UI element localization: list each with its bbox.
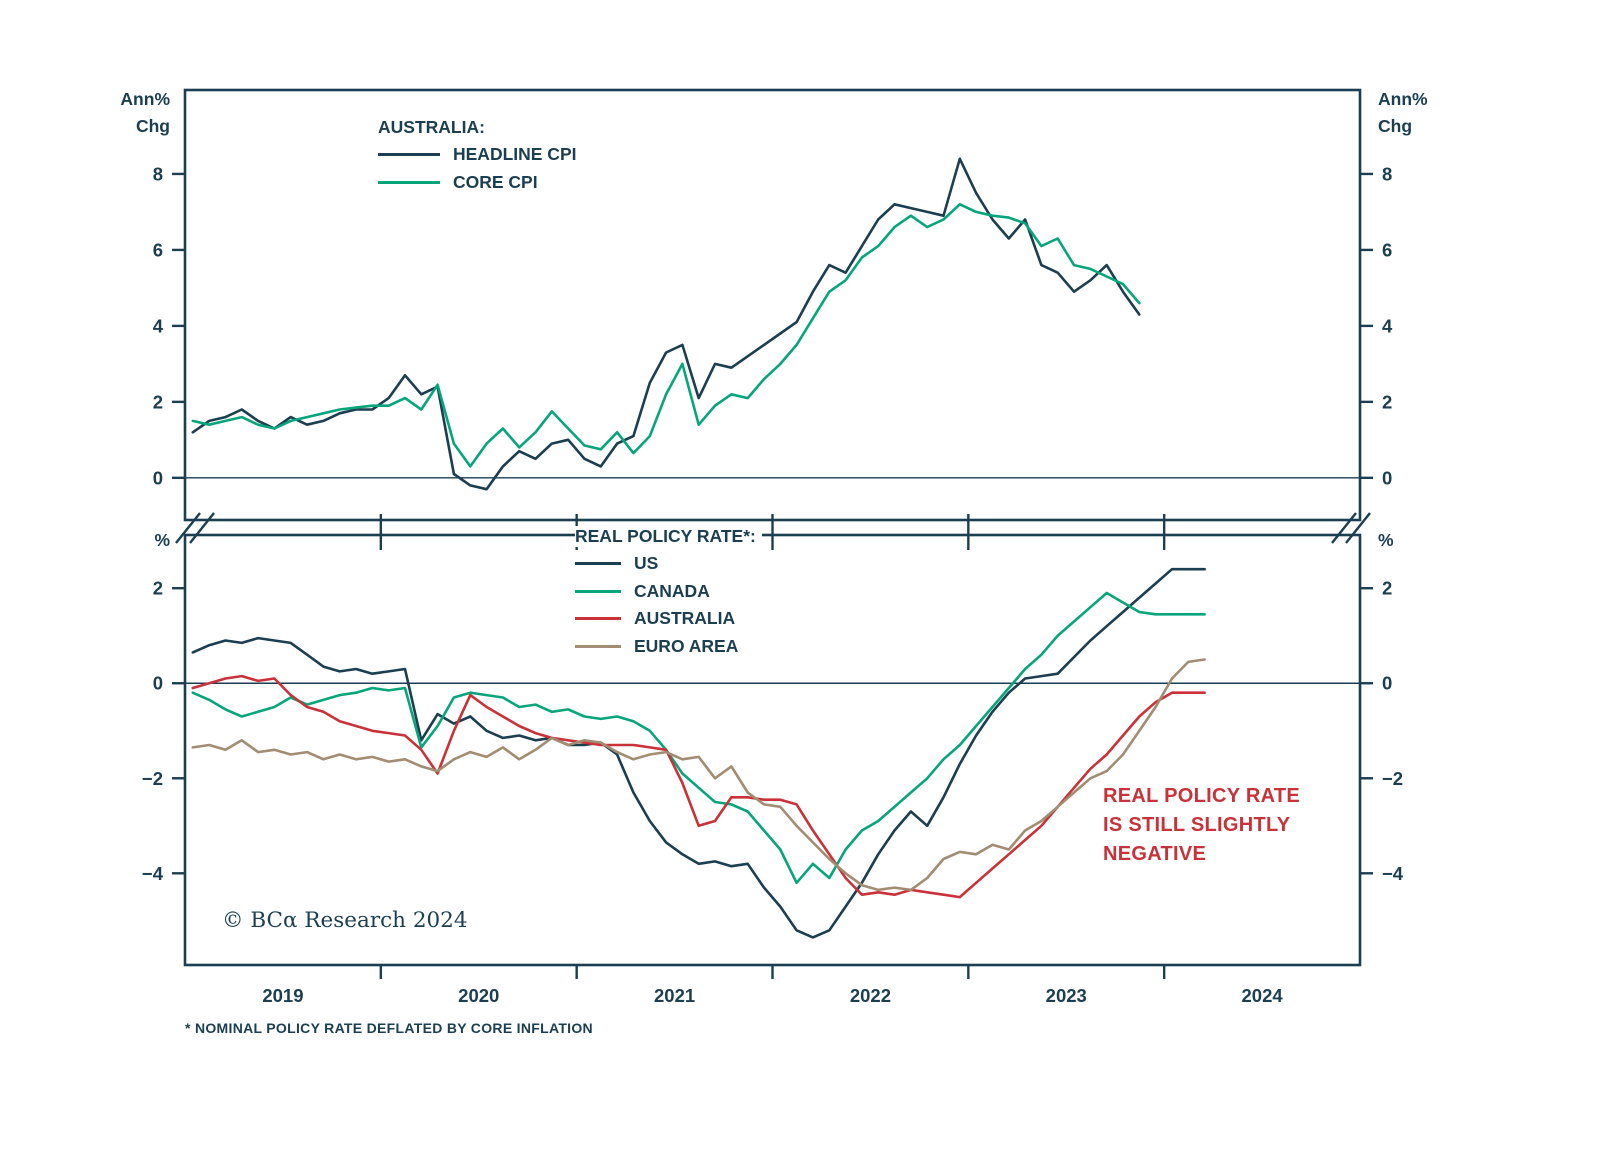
- y-tick-label: 4: [153, 315, 164, 336]
- y-tick-label: −4: [1382, 863, 1404, 884]
- legend-label: CORE CPI: [453, 171, 538, 192]
- y-tick-label: 2: [1382, 391, 1392, 412]
- y-tick-label: 6: [1382, 239, 1392, 260]
- panel-frame: [183, 533, 1362, 967]
- legend-label: US: [634, 553, 659, 574]
- axis-break-mark: [175, 512, 201, 544]
- legend-line-swatch: [575, 644, 621, 648]
- y-axis-unit-line1: Ann%: [1378, 89, 1428, 109]
- annotation-line: REAL POLICY RATE: [1103, 785, 1301, 807]
- footnote-deflator-note: * NOMINAL POLICY RATE DEFLATED BY CORE I…: [185, 1020, 593, 1036]
- legend-bottom-panel: REAL POLICY RATE*: US CANADA AUSTRALIA EURO…: [575, 526, 762, 660]
- y-tick-label: 2: [153, 578, 163, 599]
- annotation-real-policy-rate-negative: REAL POLICY RATE IS STILL SLIGHTLY NEGAT…: [1103, 782, 1300, 869]
- x-tick-label: 2020: [458, 985, 499, 1006]
- series-line-australia: [191, 674, 1206, 899]
- y-tick-label: −4: [142, 863, 164, 884]
- axis-break-mark: [189, 512, 215, 544]
- legend-item-us: US: [575, 550, 762, 578]
- y-axis-unit-line1: Ann%: [120, 89, 170, 109]
- series-line-canada: [191, 591, 1206, 885]
- y-tick-label: 2: [153, 391, 163, 412]
- y-tick-label: 0: [1382, 673, 1392, 694]
- legend-item-canada: CANADA: [575, 578, 762, 606]
- frame-layer: [175, 88, 1371, 967]
- y-tick-label: 2: [1382, 578, 1392, 599]
- series-line-us: [191, 567, 1206, 939]
- x-tick-label: 2022: [850, 985, 891, 1006]
- legend-line-swatch: [575, 589, 621, 593]
- legend-line-swatch: [378, 153, 440, 157]
- y-axis-unit-line2: Chg: [135, 116, 170, 136]
- y-tick-label: 0: [153, 467, 163, 488]
- legend-title-real-policy-rate: REAL POLICY RATE*:: [575, 526, 762, 547]
- y-tick-label: 8: [153, 163, 163, 184]
- x-tick-label: 2024: [1242, 985, 1284, 1006]
- legend-line-swatch: [575, 617, 621, 621]
- y-tick-label: 8: [1382, 163, 1392, 184]
- axis-break-mark: [1345, 512, 1371, 544]
- panel-frame: [183, 88, 1362, 522]
- axis-layer: 0 0 2 2 4 4 6 6 8 8 −4 −4 −2 −2 0 0 2 2 2019 2020 2021 2022 20…: [142, 163, 1404, 1006]
- legend-label: AUSTRALIA: [634, 608, 736, 629]
- legend-item-core-cpi: CORE CPI: [378, 169, 576, 197]
- legend-label: CANADA: [634, 580, 710, 601]
- x-tick-label: 2019: [262, 985, 303, 1006]
- legend-top-panel: AUSTRALIA: HEADLINE CPI CORE CPI: [378, 117, 576, 196]
- x-tick-label: 2021: [654, 985, 695, 1006]
- legend-item-australia: AUSTRALIA: [575, 605, 762, 633]
- y-tick-label: −2: [142, 768, 163, 789]
- series-line-euro-area: [191, 658, 1206, 892]
- legend-label: HEADLINE CPI: [453, 144, 577, 165]
- y-axis-unit-line2: Chg: [1378, 116, 1413, 136]
- series-layer: [191, 157, 1206, 939]
- legend-title-australia: AUSTRALIA:: [378, 117, 491, 138]
- legend-line-swatch: [575, 562, 621, 566]
- legend-entries: US CANADA AUSTRALIA EURO AREA: [575, 550, 762, 660]
- annotation-line: IS STILL SLIGHTLY: [1103, 814, 1291, 836]
- legend-entries: HEADLINE CPI CORE CPI: [378, 141, 576, 196]
- legend-item-headline-cpi: HEADLINE CPI: [378, 141, 576, 169]
- y-axis-unit-top-left: Ann% Chg: [80, 86, 170, 140]
- legend-line-swatch: [378, 180, 440, 184]
- copyright-bca-research: © BCα Research 2024: [222, 908, 468, 933]
- series-line-core-cpi: [191, 203, 1141, 468]
- y-tick-label: 0: [153, 673, 163, 694]
- x-tick-label: 2023: [1046, 985, 1087, 1006]
- y-axis-unit-bottom-left: %: [154, 530, 170, 550]
- y-tick-label: 6: [153, 239, 163, 260]
- legend-label: EURO AREA: [634, 635, 739, 656]
- y-tick-label: 4: [1382, 315, 1393, 336]
- annotation-line: NEGATIVE: [1103, 843, 1207, 865]
- series-line-headline-cpi: [191, 157, 1141, 491]
- y-axis-unit-bottom-right: %: [1378, 530, 1394, 550]
- y-tick-label: −2: [1382, 768, 1403, 789]
- legend-item-euro-area: EURO AREA: [575, 633, 762, 661]
- axis-break-mark: [1331, 512, 1357, 544]
- y-axis-unit-top-right: Ann% Chg: [1378, 86, 1468, 140]
- y-tick-label: 0: [1382, 467, 1392, 488]
